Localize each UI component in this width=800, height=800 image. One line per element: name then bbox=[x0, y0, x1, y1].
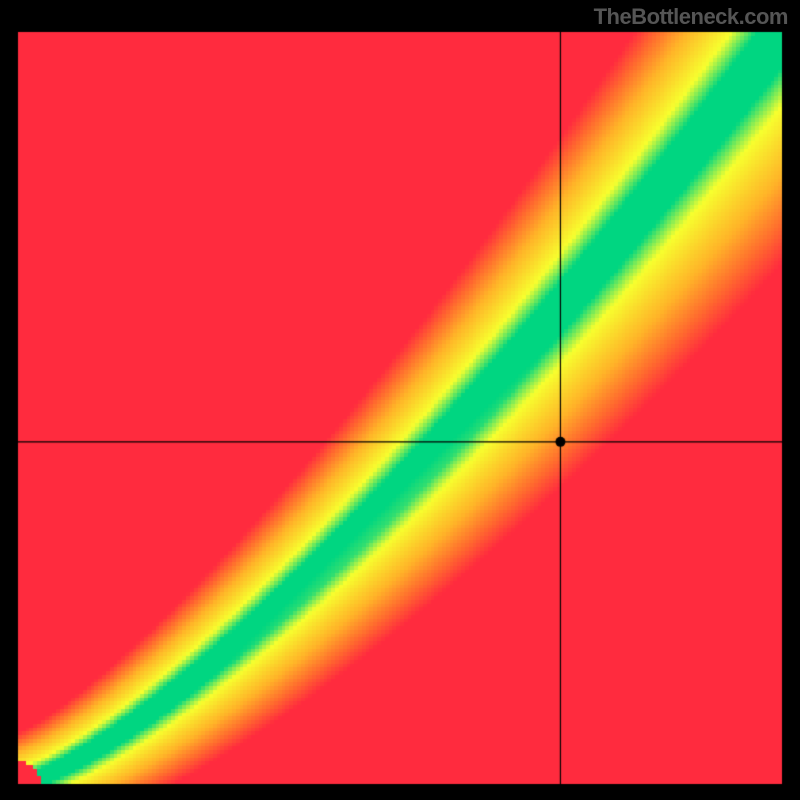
bottleneck-heatmap bbox=[0, 0, 800, 800]
watermark-text: TheBottleneck.com bbox=[594, 4, 788, 30]
